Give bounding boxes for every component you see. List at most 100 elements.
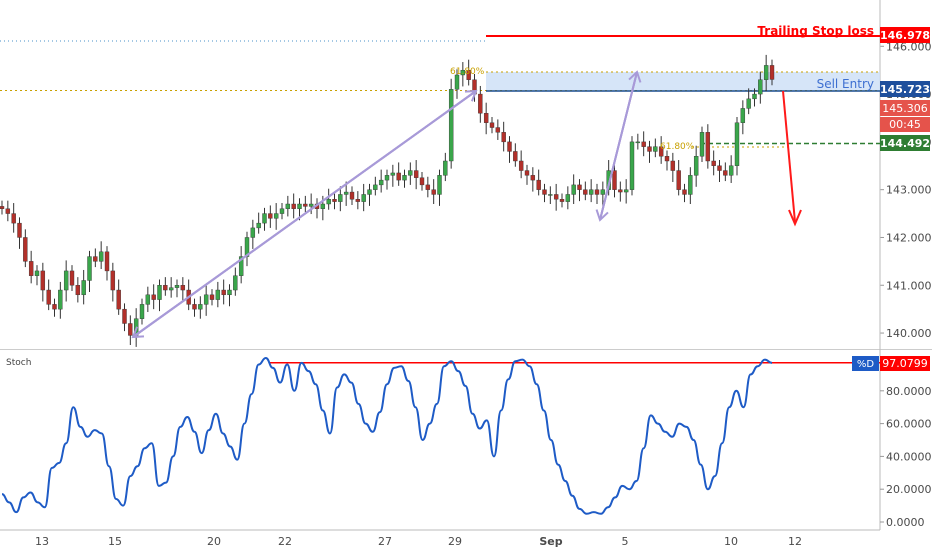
candle-body bbox=[688, 175, 693, 195]
candlestick-series bbox=[0, 54, 775, 347]
candle-body bbox=[443, 160, 448, 176]
x-tick-label: 5 bbox=[622, 535, 629, 548]
candle-body bbox=[618, 189, 623, 193]
candle-body bbox=[629, 141, 635, 190]
candle-body bbox=[23, 237, 28, 262]
candle-body bbox=[763, 65, 769, 80]
candle-body bbox=[670, 160, 676, 171]
candle-body bbox=[215, 289, 221, 300]
projection-arrow-2-end bbox=[599, 71, 638, 221]
candle-body bbox=[75, 285, 81, 296]
candle-body bbox=[612, 170, 617, 190]
svg-text:144.492: 144.492 bbox=[880, 137, 930, 150]
candle-body bbox=[244, 237, 250, 257]
candle-body bbox=[0, 206, 5, 209]
candle-body bbox=[723, 170, 728, 176]
candle-body bbox=[378, 179, 384, 186]
stoch-tick-label: 40.0000 bbox=[886, 450, 932, 463]
x-tick-label: 20 bbox=[207, 535, 221, 548]
stoch-tick-label: 20.0000 bbox=[886, 483, 932, 496]
price-tick-label: 142.000 bbox=[886, 231, 932, 244]
candle-body bbox=[693, 156, 699, 176]
candle-body bbox=[122, 308, 127, 324]
candle-body bbox=[192, 304, 197, 310]
candle-body bbox=[413, 170, 419, 178]
candle-body bbox=[58, 289, 63, 310]
candle-body bbox=[495, 127, 501, 133]
candle-body bbox=[396, 172, 401, 181]
candle-body bbox=[227, 289, 232, 296]
countdown-tag: 00:45 bbox=[880, 117, 930, 132]
sell-down-arrow-head bbox=[788, 209, 802, 227]
candle-body bbox=[752, 93, 757, 100]
svg-text:00:45: 00:45 bbox=[889, 118, 921, 131]
candle-body bbox=[699, 132, 705, 157]
sell-down-arrow-line bbox=[782, 90, 796, 223]
candle-body bbox=[664, 156, 670, 162]
svg-text:%D: %D bbox=[857, 359, 875, 370]
candle-body bbox=[157, 285, 162, 300]
svg-text:146.978: 146.978 bbox=[880, 29, 930, 42]
x-tick-label: 13 bbox=[35, 535, 49, 548]
candle-body bbox=[419, 177, 425, 186]
level-lines bbox=[0, 35, 880, 148]
candle-body bbox=[571, 184, 576, 195]
candle-body bbox=[268, 213, 273, 219]
candle-body bbox=[658, 146, 664, 157]
candle-body bbox=[501, 132, 506, 143]
candle-body bbox=[588, 189, 594, 195]
candle-body bbox=[128, 323, 133, 336]
projection-arrow-2-end-head bbox=[628, 70, 642, 83]
price-tick-label: 143.000 bbox=[886, 184, 932, 197]
candle-body bbox=[332, 199, 337, 202]
svg-text:145.723: 145.723 bbox=[880, 83, 930, 96]
candle-body bbox=[279, 208, 285, 214]
svg-text:97.0799: 97.0799 bbox=[882, 357, 928, 370]
candle-body bbox=[367, 189, 372, 195]
x-tick-label: Sep bbox=[539, 535, 562, 548]
candle-body bbox=[349, 191, 355, 200]
candle-body bbox=[98, 251, 104, 262]
candle-body bbox=[600, 189, 606, 195]
candle-body bbox=[559, 199, 565, 202]
candle-body bbox=[355, 199, 361, 202]
candle-body bbox=[174, 285, 180, 288]
candle-body bbox=[163, 285, 168, 291]
price-tick-label: 141.000 bbox=[886, 279, 932, 292]
candle-body bbox=[297, 203, 302, 209]
stoch-y-axis: 80.0000 60.0000 40.0000 20.0000 0.0000 bbox=[880, 385, 932, 529]
candle-body bbox=[728, 165, 734, 176]
candle-body bbox=[384, 175, 390, 181]
sell-entry-price-tag: 145.723 bbox=[880, 81, 930, 97]
candle-body bbox=[553, 194, 559, 200]
candle-body bbox=[542, 189, 547, 195]
stochastic-series bbox=[1, 356, 880, 515]
sell-entry-zone bbox=[486, 72, 880, 91]
candle-body bbox=[203, 294, 209, 305]
candle-body bbox=[303, 203, 308, 207]
candle-body bbox=[110, 270, 116, 291]
candle-body bbox=[647, 146, 652, 152]
candle-body bbox=[250, 227, 256, 238]
candle-body bbox=[390, 172, 396, 176]
candle-body bbox=[273, 213, 279, 219]
x-axis: 13 15 20 22 27 29 Sep 5 10 12 bbox=[0, 529, 880, 548]
candle-body bbox=[682, 189, 687, 195]
candle-body bbox=[63, 270, 69, 291]
candle-body bbox=[285, 203, 291, 209]
candle-body bbox=[594, 189, 600, 195]
candle-body bbox=[466, 69, 471, 80]
candle-body bbox=[507, 141, 512, 152]
candle-body bbox=[238, 256, 244, 276]
x-tick-label: 12 bbox=[788, 535, 802, 548]
trailing-stop-label: Trailing Stop loss bbox=[757, 24, 874, 38]
candle-body bbox=[530, 175, 536, 181]
trailing-stop-price-tag: 146.978 bbox=[880, 27, 930, 43]
candle-body bbox=[145, 294, 151, 305]
candle-body bbox=[116, 289, 121, 310]
candle-body bbox=[104, 251, 110, 272]
price-tick-label: 140.000 bbox=[886, 327, 932, 340]
x-tick-label: 15 bbox=[108, 535, 122, 548]
candle-body bbox=[454, 74, 460, 90]
